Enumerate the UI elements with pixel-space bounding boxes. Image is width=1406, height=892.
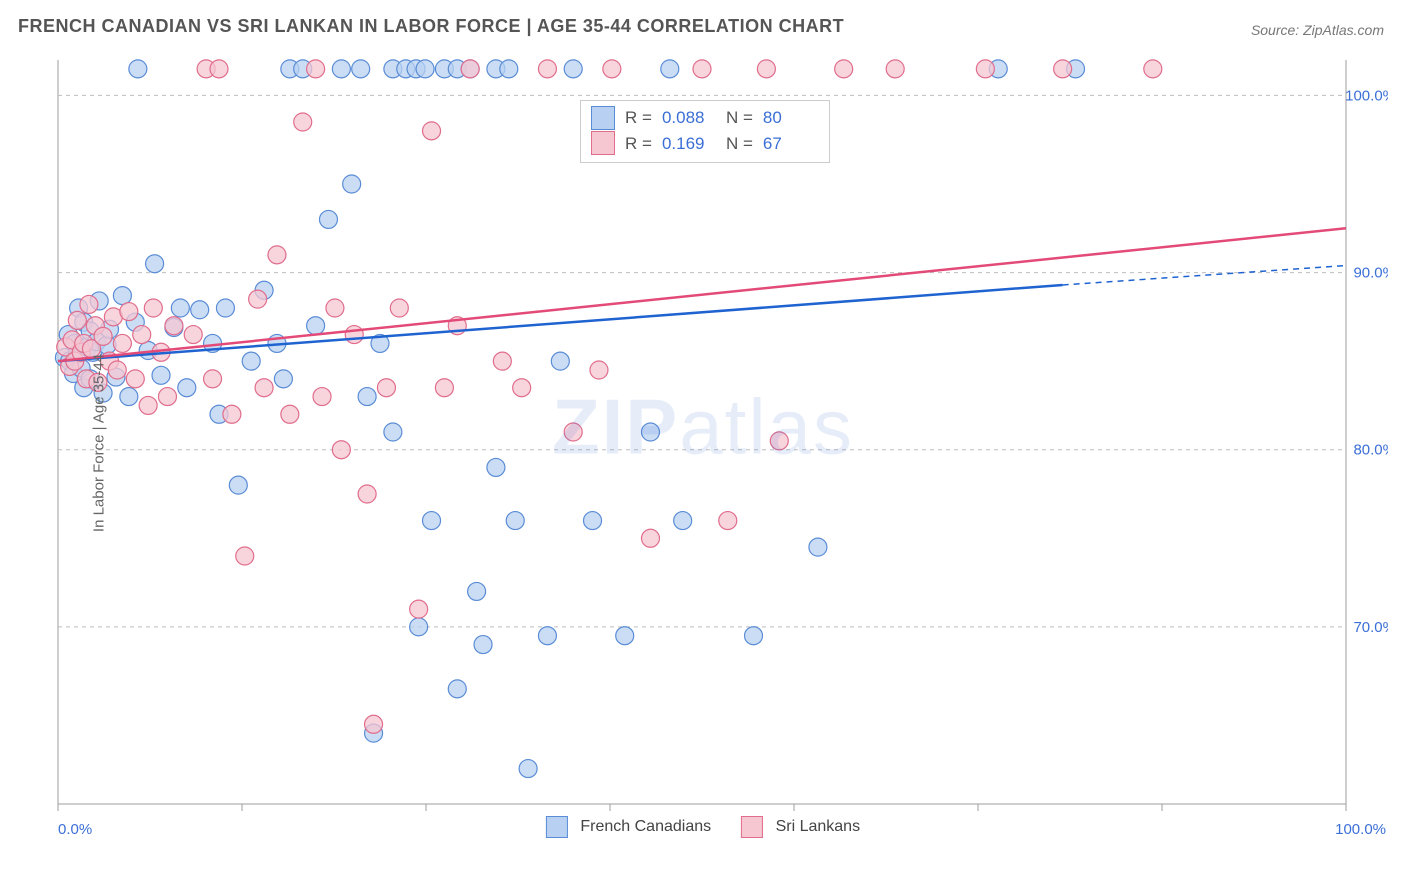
n-value-b: 67 [763, 131, 817, 157]
svg-text:100.0%: 100.0% [1335, 821, 1386, 838]
n-value-a: 80 [763, 105, 817, 131]
legend-bottom: French Canadians Sri Lankans [546, 816, 860, 838]
svg-text:80.0%: 80.0% [1353, 442, 1388, 459]
plot-container: In Labor Force | Age 35-44 70.0% 80.0% 90.… [18, 48, 1388, 838]
stats-row-series-a: R = 0.088 N = 80 [591, 105, 817, 131]
legend-label-a: French Canadians [580, 818, 711, 835]
stats-row-series-b: R = 0.169 N = 67 [591, 131, 817, 157]
swatch-series-a [591, 106, 615, 130]
chart-title: FRENCH CANADIAN VS SRI LANKAN IN LABOR F… [18, 16, 844, 37]
svg-text:100.0%: 100.0% [1345, 87, 1388, 104]
legend-item-b: Sri Lankans [741, 816, 860, 838]
source-label: Source: ZipAtlas.com [1251, 22, 1384, 38]
svg-text:70.0%: 70.0% [1353, 619, 1388, 636]
legend-item-a: French Canadians [546, 816, 711, 838]
scatter-plot: 70.0% 80.0% 90.0% 100.0% 0.0% 100.0% [18, 48, 1388, 838]
y-axis-label: In Labor Force | Age 35-44 [91, 354, 108, 532]
svg-text:90.0%: 90.0% [1353, 265, 1388, 282]
legend-label-b: Sri Lankans [776, 818, 861, 835]
r-value-b: 0.169 [662, 131, 716, 157]
legend-swatch-a [546, 816, 568, 838]
r-value-a: 0.088 [662, 105, 716, 131]
svg-text:0.0%: 0.0% [58, 821, 92, 838]
legend-swatch-b [741, 816, 763, 838]
stats-legend-box: R = 0.088 N = 80 R = 0.169 N = 67 [580, 100, 830, 163]
swatch-series-b [591, 131, 615, 155]
